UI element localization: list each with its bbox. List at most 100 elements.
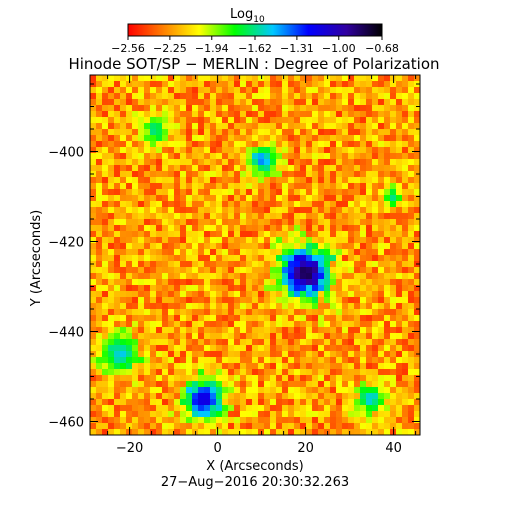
heatmap-cell bbox=[132, 375, 138, 381]
heatmap-cell bbox=[378, 309, 384, 315]
heatmap-cell bbox=[120, 357, 126, 363]
heatmap-cell bbox=[372, 423, 378, 429]
heatmap-cell bbox=[150, 285, 156, 291]
heatmap-cell bbox=[414, 183, 420, 189]
heatmap-cell bbox=[294, 339, 300, 345]
heatmap-cell bbox=[240, 303, 246, 309]
heatmap-cell bbox=[390, 249, 396, 255]
heatmap-cell bbox=[198, 333, 204, 339]
heatmap-cell bbox=[96, 399, 102, 405]
heatmap-cell bbox=[258, 117, 264, 123]
heatmap-cell bbox=[414, 87, 420, 93]
heatmap-cell bbox=[276, 159, 282, 165]
heatmap-cell bbox=[288, 159, 294, 165]
heatmap-cell bbox=[306, 237, 312, 243]
heatmap-cell bbox=[186, 357, 192, 363]
heatmap-cell bbox=[294, 93, 300, 99]
heatmap-cell bbox=[138, 207, 144, 213]
heatmap-cell bbox=[408, 279, 414, 285]
heatmap-cell bbox=[96, 231, 102, 237]
heatmap-cell bbox=[204, 237, 210, 243]
heatmap-cell bbox=[378, 351, 384, 357]
heatmap-cell bbox=[324, 87, 330, 93]
heatmap-cell bbox=[414, 375, 420, 381]
heatmap-cell bbox=[180, 333, 186, 339]
heatmap-cell bbox=[198, 423, 204, 429]
heatmap-cell bbox=[294, 417, 300, 423]
heatmap-cell bbox=[240, 429, 246, 435]
heatmap-cell bbox=[228, 219, 234, 225]
heatmap-cell bbox=[384, 333, 390, 339]
heatmap-cell bbox=[330, 237, 336, 243]
heatmap-cell bbox=[132, 369, 138, 375]
heatmap-cell bbox=[120, 429, 126, 435]
heatmap-cell bbox=[234, 387, 240, 393]
heatmap-cell bbox=[330, 153, 336, 159]
heatmap-cell bbox=[282, 105, 288, 111]
heatmap-cell bbox=[306, 297, 312, 303]
heatmap-cell bbox=[222, 129, 228, 135]
heatmap-cell bbox=[210, 195, 216, 201]
heatmap-cell bbox=[402, 393, 408, 399]
heatmap-cell bbox=[312, 75, 318, 81]
heatmap-cell bbox=[144, 135, 150, 141]
heatmap-cell bbox=[312, 429, 318, 435]
heatmap-cell bbox=[384, 411, 390, 417]
heatmap-cell bbox=[330, 327, 336, 333]
heatmap-cell bbox=[126, 99, 132, 105]
heatmap-cell bbox=[306, 321, 312, 327]
heatmap-cell bbox=[138, 261, 144, 267]
heatmap-cell bbox=[306, 99, 312, 105]
heatmap-cell bbox=[390, 381, 396, 387]
heatmap-cell bbox=[210, 381, 216, 387]
heatmap-cell bbox=[138, 75, 144, 81]
heatmap-cell bbox=[402, 249, 408, 255]
heatmap-cell bbox=[390, 81, 396, 87]
heatmap-cell bbox=[198, 225, 204, 231]
heatmap-cell bbox=[204, 201, 210, 207]
heatmap-cell bbox=[408, 285, 414, 291]
heatmap-cell bbox=[96, 129, 102, 135]
heatmap-cell bbox=[402, 303, 408, 309]
heatmap-cell bbox=[138, 399, 144, 405]
heatmap-cell bbox=[192, 411, 198, 417]
heatmap-cell bbox=[354, 117, 360, 123]
heatmap-cell bbox=[246, 333, 252, 339]
heatmap-cell bbox=[402, 279, 408, 285]
heatmap-cell bbox=[276, 339, 282, 345]
heatmap-cell bbox=[90, 333, 96, 339]
heatmap-cell bbox=[162, 189, 168, 195]
heatmap-cell bbox=[324, 105, 330, 111]
heatmap-cell bbox=[324, 255, 330, 261]
heatmap-cell bbox=[228, 225, 234, 231]
heatmap-cell bbox=[210, 291, 216, 297]
heatmap-cell bbox=[294, 273, 300, 279]
heatmap-cell bbox=[312, 369, 318, 375]
heatmap-cell bbox=[354, 159, 360, 165]
heatmap-cell bbox=[252, 231, 258, 237]
heatmap-cell bbox=[216, 303, 222, 309]
heatmap-cell bbox=[408, 231, 414, 237]
heatmap-cell bbox=[384, 357, 390, 363]
heatmap-cell bbox=[366, 393, 372, 399]
heatmap-cell bbox=[378, 189, 384, 195]
heatmap-cell bbox=[90, 105, 96, 111]
heatmap-cell bbox=[312, 225, 318, 231]
heatmap-cell bbox=[144, 285, 150, 291]
heatmap-cell bbox=[246, 213, 252, 219]
heatmap-cell bbox=[162, 345, 168, 351]
heatmap-cell bbox=[180, 159, 186, 165]
heatmap-cell bbox=[312, 141, 318, 147]
heatmap-cell bbox=[366, 363, 372, 369]
heatmap-cell bbox=[102, 255, 108, 261]
heatmap-cell bbox=[402, 267, 408, 273]
heatmap-cell bbox=[342, 117, 348, 123]
heatmap-cell bbox=[270, 405, 276, 411]
heatmap-cell bbox=[204, 147, 210, 153]
heatmap-cell bbox=[126, 315, 132, 321]
heatmap-cell bbox=[108, 105, 114, 111]
heatmap-cell bbox=[240, 297, 246, 303]
heatmap-cell bbox=[180, 387, 186, 393]
heatmap-cell bbox=[270, 237, 276, 243]
heatmap-cell bbox=[222, 339, 228, 345]
